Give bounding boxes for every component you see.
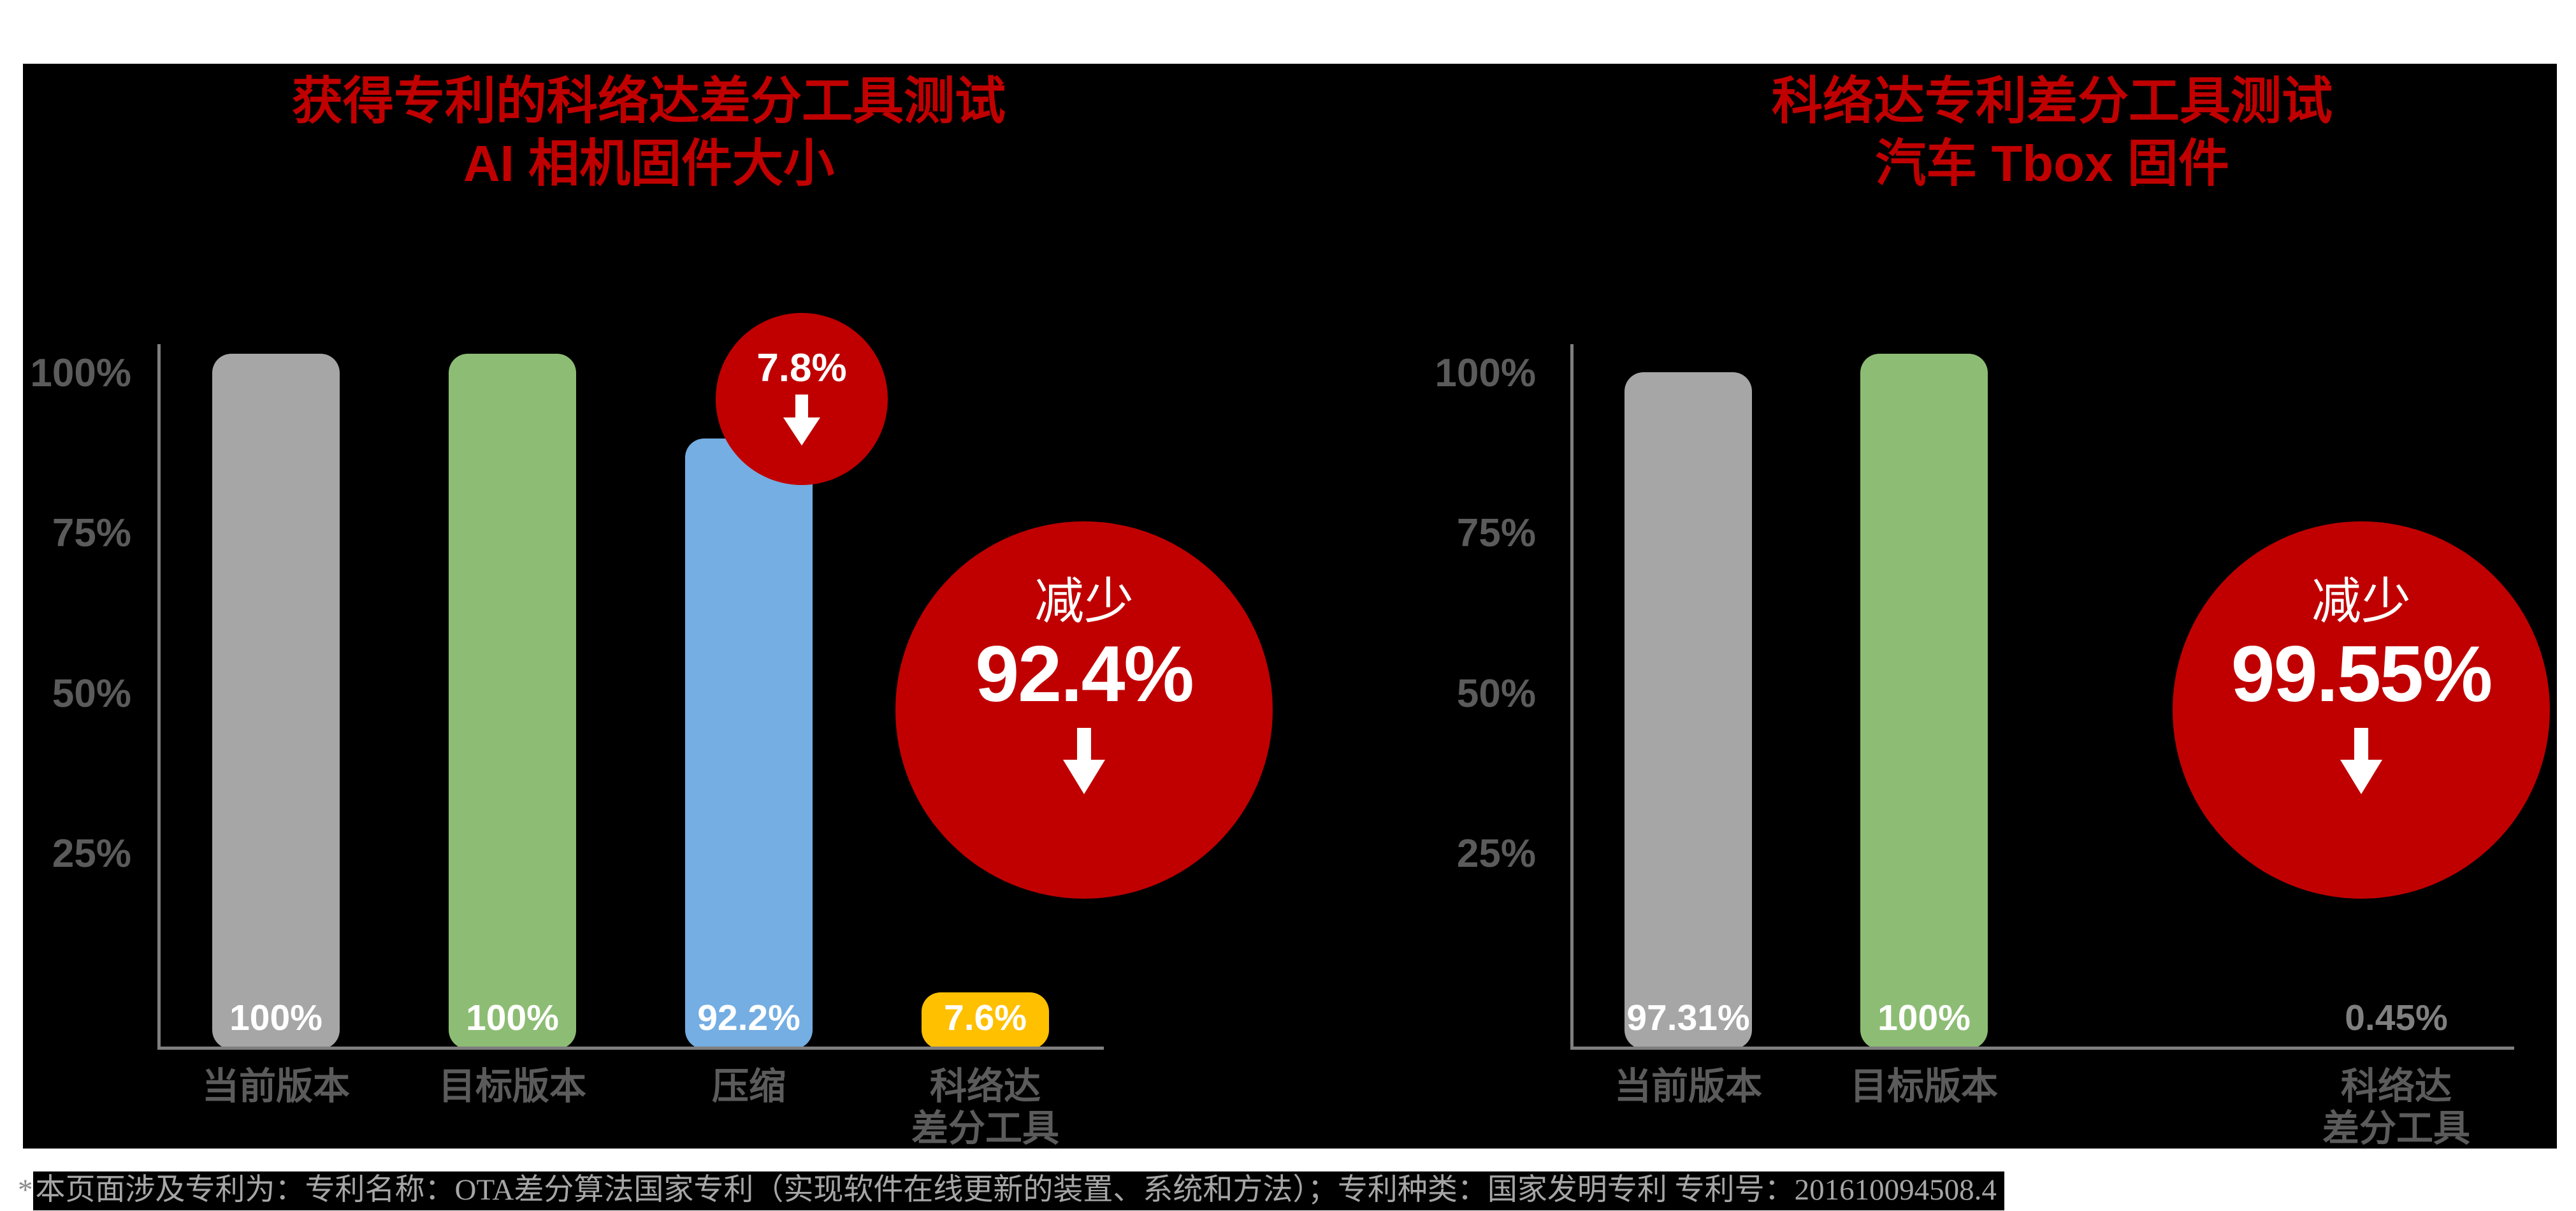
footnote-asterisk: *	[18, 1173, 33, 1207]
y-axis-tick-label: 25%	[1456, 832, 1536, 876]
bar-value-label: 100%	[466, 997, 559, 1038]
reduction-badge-7.8: 7.8%	[716, 313, 888, 485]
x-axis-label: 目标版本	[385, 1066, 640, 1108]
bar-压缩	[685, 439, 813, 1049]
y-axis-tick-label: 25%	[52, 832, 131, 876]
y-axis-tick-label: 100%	[1435, 351, 1536, 395]
x-axis-label: 科络达 差分工具	[2269, 1066, 2524, 1150]
right-y-axis-line	[1570, 344, 1574, 1049]
reduction-circle-left-value: 92.4%	[975, 630, 1194, 718]
bar-value-label: 100%	[229, 997, 322, 1038]
right-chart-title-line2: 汽车 Tbox 固件	[1875, 135, 2229, 192]
x-axis-label-line: 目标版本	[1849, 1066, 1998, 1107]
bar-value-label: 92.2%	[697, 997, 800, 1038]
down-arrow-icon	[2173, 728, 2550, 794]
right-chart-title: 科络达专利差分工具测试 汽车 Tbox 固件	[1479, 70, 2576, 195]
reduction-circle-right: 减少 99.55%	[2173, 521, 2550, 899]
x-axis-label-line: 差分工具	[2322, 1108, 2470, 1149]
x-axis-label: 目标版本	[1797, 1066, 2051, 1108]
arrow-stem	[795, 395, 808, 417]
bar-当前版本	[1624, 372, 1752, 1049]
reduction-circle-left: 减少 92.4%	[895, 521, 1273, 899]
left-y-axis-line	[157, 344, 161, 1049]
y-axis-tick-label: 75%	[1456, 511, 1536, 555]
x-axis-label-line: 科络达	[2340, 1066, 2452, 1107]
x-axis-label-line: 差分工具	[911, 1108, 1059, 1149]
x-axis-label-line: 压缩	[711, 1066, 786, 1107]
bar-value-label: 0.45%	[2345, 997, 2448, 1038]
x-axis-label: 当前版本	[1561, 1066, 1816, 1108]
x-axis-label-line: 当前版本	[201, 1066, 350, 1107]
arrow-head	[1063, 760, 1105, 794]
y-axis-tick-label: 50%	[1456, 672, 1536, 716]
right-chart-title-line1: 科络达专利差分工具测试	[1772, 73, 2333, 129]
x-axis-label-line: 科络达	[929, 1066, 1041, 1107]
arrow-head	[2340, 760, 2382, 794]
bar-value-label: 100%	[1878, 997, 1971, 1038]
bar-目标版本	[1860, 354, 1988, 1049]
x-axis-label: 当前版本	[148, 1066, 403, 1108]
right-x-axis-line	[1570, 1047, 2514, 1050]
reduction-circle-left-caption: 减少	[1034, 574, 1134, 629]
arrow-stem	[2354, 728, 2368, 760]
bar-当前版本	[212, 354, 340, 1049]
bar-value-label: 97.31%	[1626, 997, 1750, 1038]
reduction-circle-right-value: 99.55%	[2231, 630, 2493, 718]
left-x-axis-line	[157, 1047, 1104, 1050]
y-axis-tick-label: 50%	[52, 672, 131, 716]
y-axis-tick-label: 75%	[52, 511, 131, 555]
arrow-stem	[1077, 728, 1091, 760]
x-axis-label-line: 当前版本	[1614, 1066, 1762, 1107]
bar-value-label: 7.6%	[944, 997, 1027, 1038]
left-chart-title: 获得专利的科络达差分工具测试 AI 相机固件大小	[75, 70, 1222, 195]
down-arrow-icon	[895, 728, 1273, 794]
x-axis-label-line: 目标版本	[438, 1066, 586, 1107]
badge-value: 7.8%	[756, 346, 847, 390]
chart-board: 获得专利的科络达差分工具测试 AI 相机固件大小 科络达专利差分工具测试 汽车 …	[23, 64, 2557, 1149]
arrow-head	[783, 417, 820, 446]
x-axis-label: 压缩	[621, 1066, 876, 1108]
patent-footnote: *本页面涉及专利为：专利名称：OTA差分算法国家专利（实现软件在线更新的装置、系…	[18, 1171, 2004, 1210]
footnote-text: 本页面涉及专利为：专利名称：OTA差分算法国家专利（实现软件在线更新的装置、系统…	[33, 1171, 2004, 1210]
reduction-circle-right-caption: 减少	[2311, 574, 2411, 629]
left-chart-title-line1: 获得专利的科络达差分工具测试	[292, 73, 1006, 129]
y-axis-tick-label: 100%	[30, 351, 131, 395]
bar-科络达差分工具	[922, 992, 1049, 1049]
bar-目标版本	[449, 354, 576, 1049]
down-arrow-icon	[716, 395, 888, 446]
left-chart-title-line2: AI 相机固件大小	[463, 135, 835, 192]
x-axis-label: 科络达 差分工具	[858, 1066, 1113, 1150]
